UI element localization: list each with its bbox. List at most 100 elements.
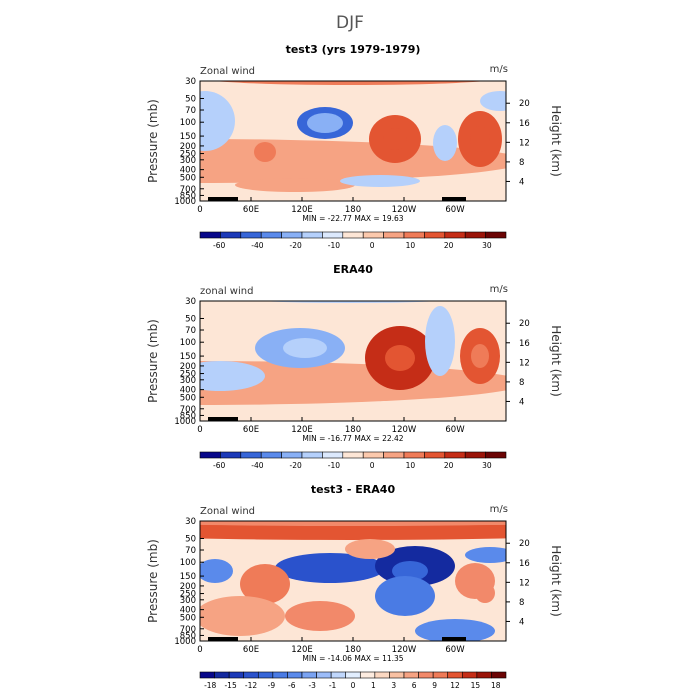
y-axis-label: Pressure (mb)	[146, 319, 160, 403]
y-tick-label: 30	[185, 297, 196, 307]
colorbar-tick-label: -15	[224, 681, 236, 690]
y-tick-label: 100	[180, 558, 196, 568]
colorbar-swatch	[403, 671, 419, 679]
colorbar-swatch	[464, 231, 486, 239]
colorbar-swatch	[322, 451, 344, 459]
x-tick-label: 60E	[243, 205, 259, 215]
colorbar-tick-label: 30	[482, 461, 492, 470]
y-tick-label: 400	[180, 166, 196, 176]
colorbar-tick-label: 20	[444, 461, 454, 470]
y2-tick-label: 20	[519, 99, 530, 109]
contour-shade	[214, 81, 486, 85]
y-tick-label: 850	[180, 631, 196, 641]
colorbar-swatch	[342, 231, 364, 239]
contour-shade	[200, 521, 506, 526]
left-label: Zonal wind	[200, 66, 255, 77]
contour-shade	[200, 91, 235, 151]
colorbar-swatch	[301, 231, 323, 239]
colorbar-swatch	[383, 231, 405, 239]
y-tick-label: 150	[180, 572, 196, 582]
colorbar: -18 -15 -12 -9 -6 -3 -1 0 1 3 6 9 12 15 18	[199, 671, 507, 690]
x-tick-label: 120W	[392, 425, 417, 435]
y2-tick-label: 8	[519, 158, 524, 168]
contour-shade	[345, 539, 395, 559]
y-tick-label: 1000	[174, 637, 196, 647]
y2-tick-label: 16	[519, 339, 530, 349]
contour-shade	[254, 142, 276, 162]
colorbar-swatch	[464, 451, 486, 459]
contour-shade	[480, 91, 506, 111]
x-tick-label: 60W	[445, 205, 465, 215]
colorbar-swatch	[220, 451, 242, 459]
colorbar-tick-label: -40	[251, 461, 263, 470]
panel-title: test3 - ERA40	[311, 483, 396, 496]
colorbar-tick-label: -3	[308, 681, 316, 690]
y-tick-label: 300	[180, 596, 196, 606]
contour-shade	[307, 113, 343, 133]
contour-field	[200, 521, 506, 641]
contour-shade	[385, 345, 415, 371]
y-tick-label: 250	[180, 370, 196, 380]
panel-title: test3 (yrs 1979-1979)	[286, 43, 421, 56]
colorbar-tick-label: 15	[471, 681, 481, 690]
y-tick-label: 200	[180, 142, 196, 152]
topography	[442, 197, 466, 201]
colorbar-swatch	[362, 231, 384, 239]
contour-field	[200, 81, 506, 201]
contour-shade	[470, 126, 490, 152]
colorbar-swatch	[444, 451, 466, 459]
contour-shade	[415, 619, 495, 641]
colorbar-swatch	[330, 671, 347, 679]
y-tick-label: 250	[180, 150, 196, 160]
colorbar-swatch	[418, 671, 434, 679]
y-tick-label: 50	[185, 314, 196, 324]
colorbar-swatch	[444, 231, 466, 239]
y2-tick-label: 8	[519, 378, 524, 388]
panel-title: ERA40	[333, 263, 373, 276]
x-tick-label: 180	[345, 645, 361, 655]
colorbar-swatch	[228, 671, 245, 679]
contour-shade	[375, 576, 435, 616]
colorbar-tick-label: 1	[371, 681, 376, 690]
colorbar-swatch	[316, 671, 332, 679]
contour-shade	[383, 128, 407, 150]
colorbar-swatch	[281, 231, 303, 239]
colorbar-tick-label: -18	[204, 681, 216, 690]
y-tick-label: 500	[180, 613, 196, 623]
contour-shade	[471, 344, 489, 368]
y-tick-label: 150	[180, 132, 196, 142]
colorbar-swatch	[342, 451, 364, 459]
y-tick-label: 300	[180, 156, 196, 166]
y-tick-label: 400	[180, 386, 196, 396]
colorbar-swatch	[403, 231, 425, 239]
contour-shade	[283, 338, 327, 358]
colorbar-swatch	[403, 451, 425, 459]
contour-shade	[200, 596, 285, 636]
y-tick-label: 400	[180, 606, 196, 616]
colorbar-tick-label: 20	[444, 241, 454, 250]
colorbar-swatch	[322, 231, 344, 239]
colorbar-tick-label: -10	[328, 461, 340, 470]
stats-text: MIN = -14.06 MAX = 11.35	[302, 654, 403, 663]
x-tick-label: 180	[345, 205, 361, 215]
contour-shade	[340, 175, 420, 187]
x-tick-label: 120W	[392, 645, 417, 655]
colorbar: -60 -40 -20 -10 0 10 20 30	[199, 231, 507, 250]
colorbar-tick-label: 12	[450, 681, 460, 690]
colorbar-swatch	[199, 671, 215, 679]
y-tick-label: 70	[185, 106, 196, 116]
y-axis-label: Pressure (mb)	[146, 99, 160, 183]
colorbar-swatch	[260, 451, 282, 459]
contour-shade	[433, 125, 457, 161]
contour-shade	[200, 361, 265, 391]
colorbar-swatch	[362, 451, 384, 459]
colorbar-swatch	[447, 671, 463, 679]
y-tick-label: 500	[180, 173, 196, 183]
right-label: m/s	[490, 504, 508, 515]
y-axis-label: Pressure (mb)	[146, 539, 160, 623]
x-tick-label: 120W	[392, 205, 417, 215]
colorbar-tick-label: -20	[290, 241, 302, 250]
colorbar-tick-label: 18	[491, 681, 501, 690]
